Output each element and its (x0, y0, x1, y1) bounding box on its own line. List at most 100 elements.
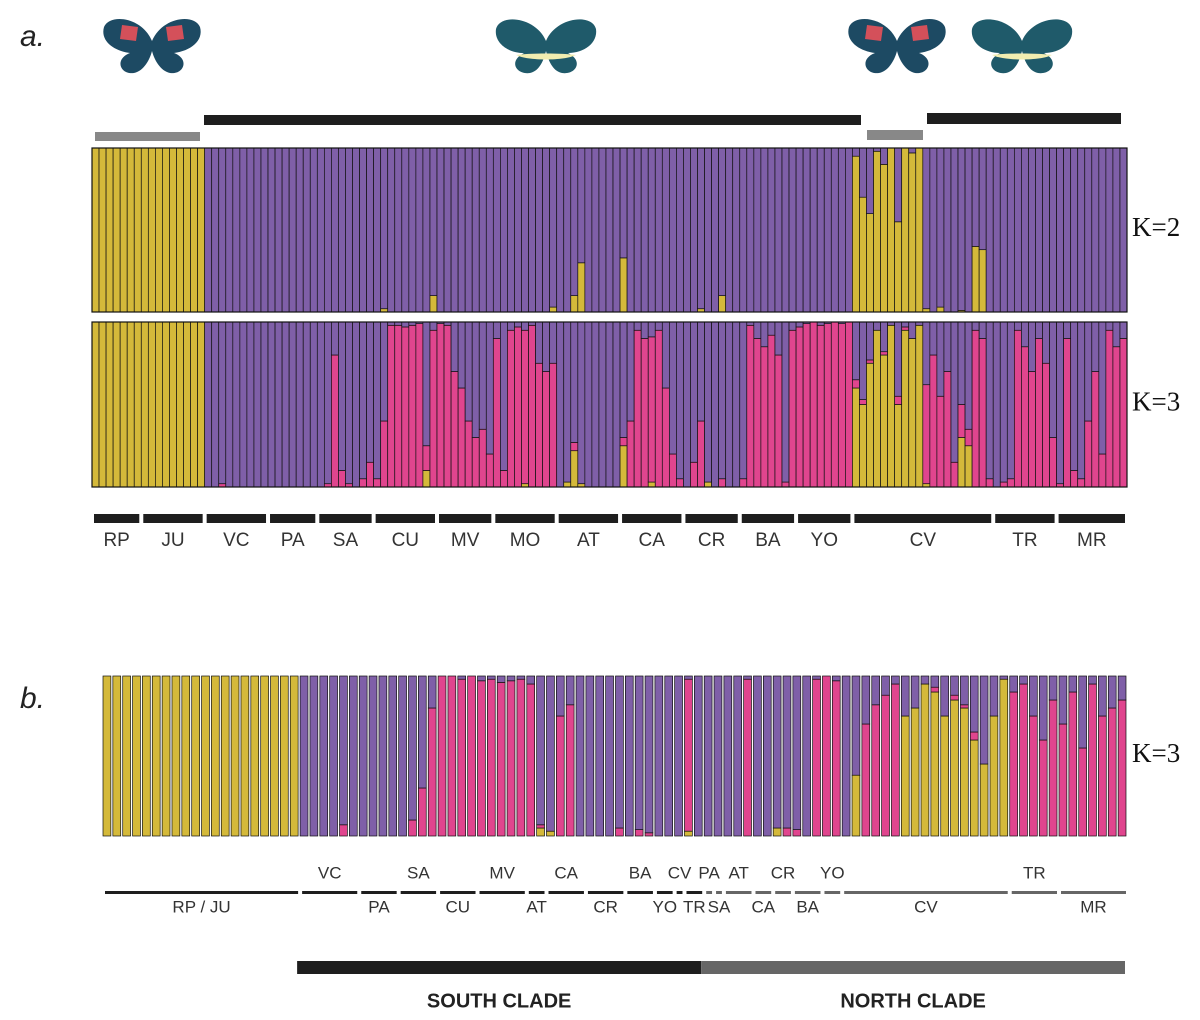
ancestry-segment (615, 827, 624, 837)
ancestry-segment (274, 321, 283, 488)
ancestry-segment (418, 787, 427, 837)
population-line (725, 891, 752, 894)
ancestry-segment (859, 196, 867, 313)
ancestry-segment (542, 147, 551, 313)
ancestry-segment (1063, 321, 1072, 339)
ancestry-segment (880, 354, 888, 488)
ancestry-segment (126, 321, 135, 488)
ancestry-segment (98, 321, 107, 488)
ancestry-segment (487, 675, 496, 680)
ancestry-segment (140, 147, 149, 313)
ancestry-segment (1068, 675, 1078, 693)
ancestry-segment (1078, 747, 1087, 837)
ancestry-segment (169, 147, 177, 313)
ancestry-segment (457, 321, 466, 389)
ancestry-segment (443, 147, 452, 313)
ancestry-segment (943, 371, 952, 488)
population-line (716, 891, 722, 894)
population-bar (741, 514, 795, 523)
ancestry-segment (526, 675, 536, 685)
ancestry-segment (633, 147, 642, 313)
ancestry-segment (549, 147, 558, 308)
ancestry-segment (133, 321, 142, 488)
population-line (302, 891, 358, 894)
ancestry-segment (900, 715, 910, 837)
ancestry-segment (788, 329, 797, 488)
ancestry-segment (930, 675, 940, 688)
ancestry-segment (894, 404, 903, 488)
ancestry-segment (668, 453, 677, 488)
ancestry-segment (802, 675, 811, 837)
ancestry-segment (619, 321, 628, 438)
ancestry-segment (704, 321, 712, 483)
ancestry-segment (640, 321, 649, 339)
ancestry-segment (401, 326, 410, 488)
ancestry-segment (309, 321, 318, 488)
ancestry-segment (408, 147, 417, 313)
ancestry-segment (1006, 321, 1015, 480)
ancestry-segment (880, 147, 888, 165)
population-label: YO (820, 863, 845, 882)
ancestry-segment (331, 147, 339, 313)
ancestry-segment (1063, 338, 1072, 488)
ancestry-segment (1042, 362, 1050, 488)
ancestry-segment (496, 675, 506, 683)
ancestry-segment (1088, 675, 1097, 685)
ancestry-segment (781, 481, 790, 488)
ancestry-segment (615, 675, 624, 829)
population-bar (558, 514, 619, 523)
ancestry-segment (1119, 321, 1128, 339)
ancestry-segment (289, 675, 299, 837)
ancestry-segment (831, 680, 841, 837)
ancestry-segment (619, 445, 628, 488)
ancestry-segment (739, 321, 748, 480)
ancestry-segment (218, 147, 227, 313)
ancestry-segment (690, 147, 698, 313)
ancestry-segment (1091, 147, 1100, 313)
ancestry-segment (823, 323, 832, 488)
ancestry-segment (929, 147, 938, 313)
ancestry-segment (718, 478, 727, 488)
population-label: CA (554, 863, 578, 882)
ancestry-segment (922, 384, 931, 485)
population-label: CR (698, 530, 725, 551)
ancestry-segment (591, 147, 600, 313)
ancestry-segment (155, 321, 163, 488)
ancestry-segment (274, 147, 283, 313)
ancestry-segment (549, 306, 558, 313)
ancestry-segment (577, 147, 586, 264)
ancestry-segment (1112, 147, 1121, 313)
ancestry-segment (960, 707, 969, 837)
ancestry-segment (1070, 321, 1079, 471)
ancestry-segment (964, 428, 973, 447)
ancestry-segment (1119, 338, 1128, 488)
ancestry-segment (521, 321, 529, 331)
ancestry-segment (526, 683, 536, 837)
ancestry-segment (387, 147, 396, 313)
ancestry-segment (176, 321, 184, 488)
ancestry-segment (969, 675, 979, 733)
ancestry-segment (105, 321, 114, 488)
ancestry-segment (563, 481, 572, 488)
ancestry-segment (992, 147, 1001, 313)
ancestry-segment (693, 675, 703, 837)
ancestry-segment (471, 437, 480, 488)
ancestry-segment (563, 321, 572, 483)
ancestry-segment (246, 147, 255, 313)
ancestry-segment (971, 329, 980, 488)
ancestry-segment (795, 147, 804, 313)
population-line (824, 891, 841, 894)
ancestry-segment (674, 675, 683, 837)
ancestry-segment (957, 404, 966, 438)
ancestry-segment (950, 147, 959, 313)
ancestry-segment (852, 387, 860, 488)
ancestry-segment (654, 329, 663, 488)
ancestry-segment (929, 354, 938, 488)
ancestry-segment (718, 147, 727, 296)
ancestry-segment (142, 675, 151, 837)
ancestry-segment (398, 675, 407, 837)
ancestry-segment (427, 707, 437, 837)
ancestry-segment (253, 147, 262, 313)
ancestry-segment (191, 675, 200, 837)
ancestry-segment (299, 675, 309, 837)
